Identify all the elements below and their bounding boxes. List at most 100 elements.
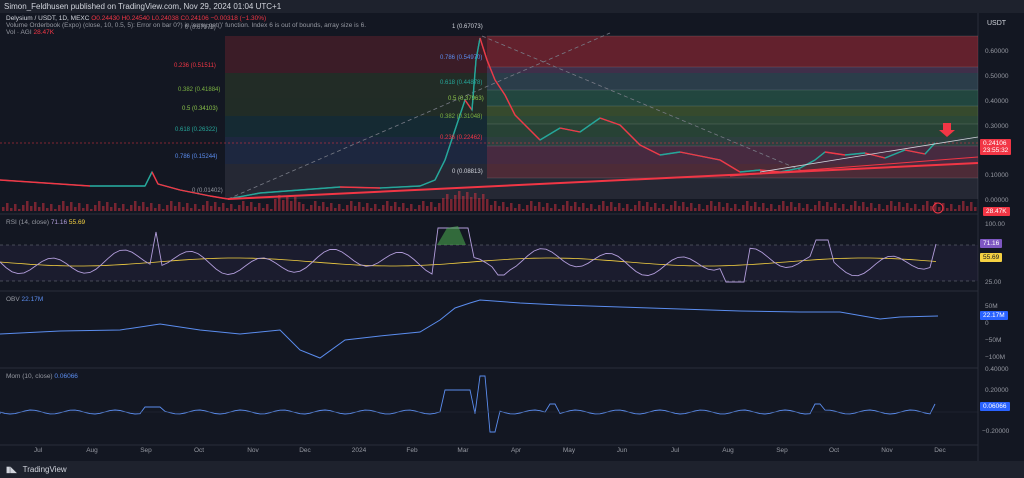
volume-bar	[758, 207, 761, 211]
volume-bar	[26, 201, 29, 211]
rsi-ma-line	[0, 257, 937, 267]
header-text: Simon_Feldhusen published on TradingView…	[4, 2, 282, 11]
obv-tick: −100M	[985, 354, 1006, 361]
volume-bar	[286, 196, 289, 211]
volume-bar	[670, 205, 673, 211]
volume-bar	[426, 206, 429, 211]
volume-bar	[230, 204, 233, 211]
fib-right-label[interactable]: 0.5 (0.37963)	[448, 96, 484, 102]
volume-bar	[222, 203, 225, 211]
main-legend: Delysium / USDT, 1D, MEXC O0.24430 H0.24…	[6, 15, 366, 36]
volume-bar	[898, 202, 901, 211]
volume-bar	[810, 209, 813, 211]
volume-bar	[490, 205, 493, 211]
symbol-label[interactable]: Delysium / USDT, 1D, MEXC	[6, 15, 90, 22]
fib-left-label[interactable]: 0 (0.67073)	[185, 25, 216, 31]
volume-bar	[586, 208, 589, 211]
obv-line	[0, 299, 939, 359]
volume-bar	[550, 208, 553, 211]
volume-bar	[614, 207, 617, 211]
volume-bar	[570, 206, 573, 211]
volume-bar	[62, 201, 65, 211]
tradingview-logo-icon[interactable]: ▮◣	[6, 465, 17, 474]
volume-bar	[886, 205, 889, 211]
fib-right-label[interactable]: 0 (0.08813)	[452, 169, 483, 175]
candle-segment	[814, 151, 826, 161]
fib-left-label[interactable]: 0.382 (0.41884)	[178, 87, 221, 93]
volume-bar	[486, 199, 489, 211]
candle-segment	[639, 144, 661, 156]
candle-segment	[479, 37, 488, 61]
volume-bar	[366, 203, 369, 211]
volume-bar	[226, 208, 229, 211]
price-unit-label[interactable]: USDT	[987, 20, 1007, 27]
volume-bar	[46, 208, 49, 211]
footer-brand[interactable]: TradingView	[22, 465, 67, 474]
volume-bar	[594, 209, 597, 211]
volume-bar	[266, 204, 269, 211]
volume-bar	[934, 202, 937, 211]
candle-segment	[259, 189, 301, 194]
fib-right-label[interactable]: 0.786 (0.54970)	[440, 55, 483, 61]
rsi-legend[interactable]: RSI (14, close) 71.16 55.69	[6, 219, 85, 226]
vol-label[interactable]: Vol · AGI	[6, 29, 32, 36]
volume-bar	[838, 208, 841, 211]
fib-right-label[interactable]: 0.618 (0.44878)	[440, 80, 483, 86]
time-label: Dec	[299, 447, 311, 454]
candle-segment	[144, 171, 153, 187]
fib-right-label[interactable]: 1 (0.67073)	[452, 24, 483, 30]
volume-bar	[154, 208, 157, 211]
volume-bar	[706, 205, 709, 211]
obv-tick: 0	[985, 320, 989, 327]
fib-left-label[interactable]: 0 (0.01402)	[192, 188, 223, 194]
volume-bar	[142, 202, 145, 211]
volume-bar	[958, 205, 961, 211]
candle-segment	[59, 183, 91, 187]
volume-bar	[742, 205, 745, 211]
volume-bar	[270, 209, 273, 211]
mom-legend[interactable]: Mom (10, close) 0.06066	[6, 373, 78, 380]
volume-bar	[190, 208, 193, 211]
volume-bar	[438, 203, 441, 211]
fib-right-label[interactable]: 0.382 (0.31048)	[440, 114, 483, 120]
fib-left-label[interactable]: 0.5 (0.34103)	[182, 106, 218, 112]
fib-right-label[interactable]: 0.236 (0.22462)	[440, 135, 483, 141]
footer-bar: ▮◣ TradingView	[0, 461, 1024, 478]
volume-bar	[902, 207, 905, 211]
vrvp-legend[interactable]: Volume Orderbook (Expo) (close, 10, 0.5,…	[6, 22, 367, 29]
fib-left-label[interactable]: 0.618 (0.26322)	[175, 127, 218, 133]
vol-value: 28.47K	[33, 29, 55, 36]
candle-segment	[864, 152, 886, 159]
rsi-label: RSI (14, close)	[6, 219, 49, 226]
volume-bar	[30, 206, 33, 211]
volume-bar	[294, 197, 297, 211]
volume-bar	[158, 204, 161, 211]
mom-tick: −0.20000	[982, 428, 1010, 435]
candle-segment	[924, 142, 936, 155]
volume-bar	[282, 200, 285, 211]
volume-bar	[686, 207, 689, 211]
time-label: Aug	[722, 447, 734, 454]
volume-bar	[642, 206, 645, 211]
obv-legend[interactable]: OBV 22.17M	[6, 296, 43, 303]
volume-bar	[198, 209, 201, 211]
candle-segment	[486, 59, 496, 81]
volume-bar	[86, 204, 89, 211]
momentum-line	[0, 375, 936, 433]
rsi-band	[0, 245, 978, 281]
volume-bar	[118, 208, 121, 211]
fib-left-label[interactable]: 0.786 (0.15244)	[175, 154, 218, 160]
volume-bar	[678, 206, 681, 211]
price-tick: 0.30000	[985, 123, 1009, 130]
volume-bar	[894, 206, 897, 211]
volume-bar	[626, 204, 629, 211]
candle-segment	[579, 117, 601, 133]
volume-bar	[970, 202, 973, 211]
volume-bar	[390, 206, 393, 211]
fib-left-label[interactable]: 0.236 (0.51511)	[174, 63, 216, 69]
volume-bar	[350, 201, 353, 211]
volume-bar	[750, 206, 753, 211]
volume-bar	[430, 202, 433, 211]
volume-bar	[398, 207, 401, 211]
